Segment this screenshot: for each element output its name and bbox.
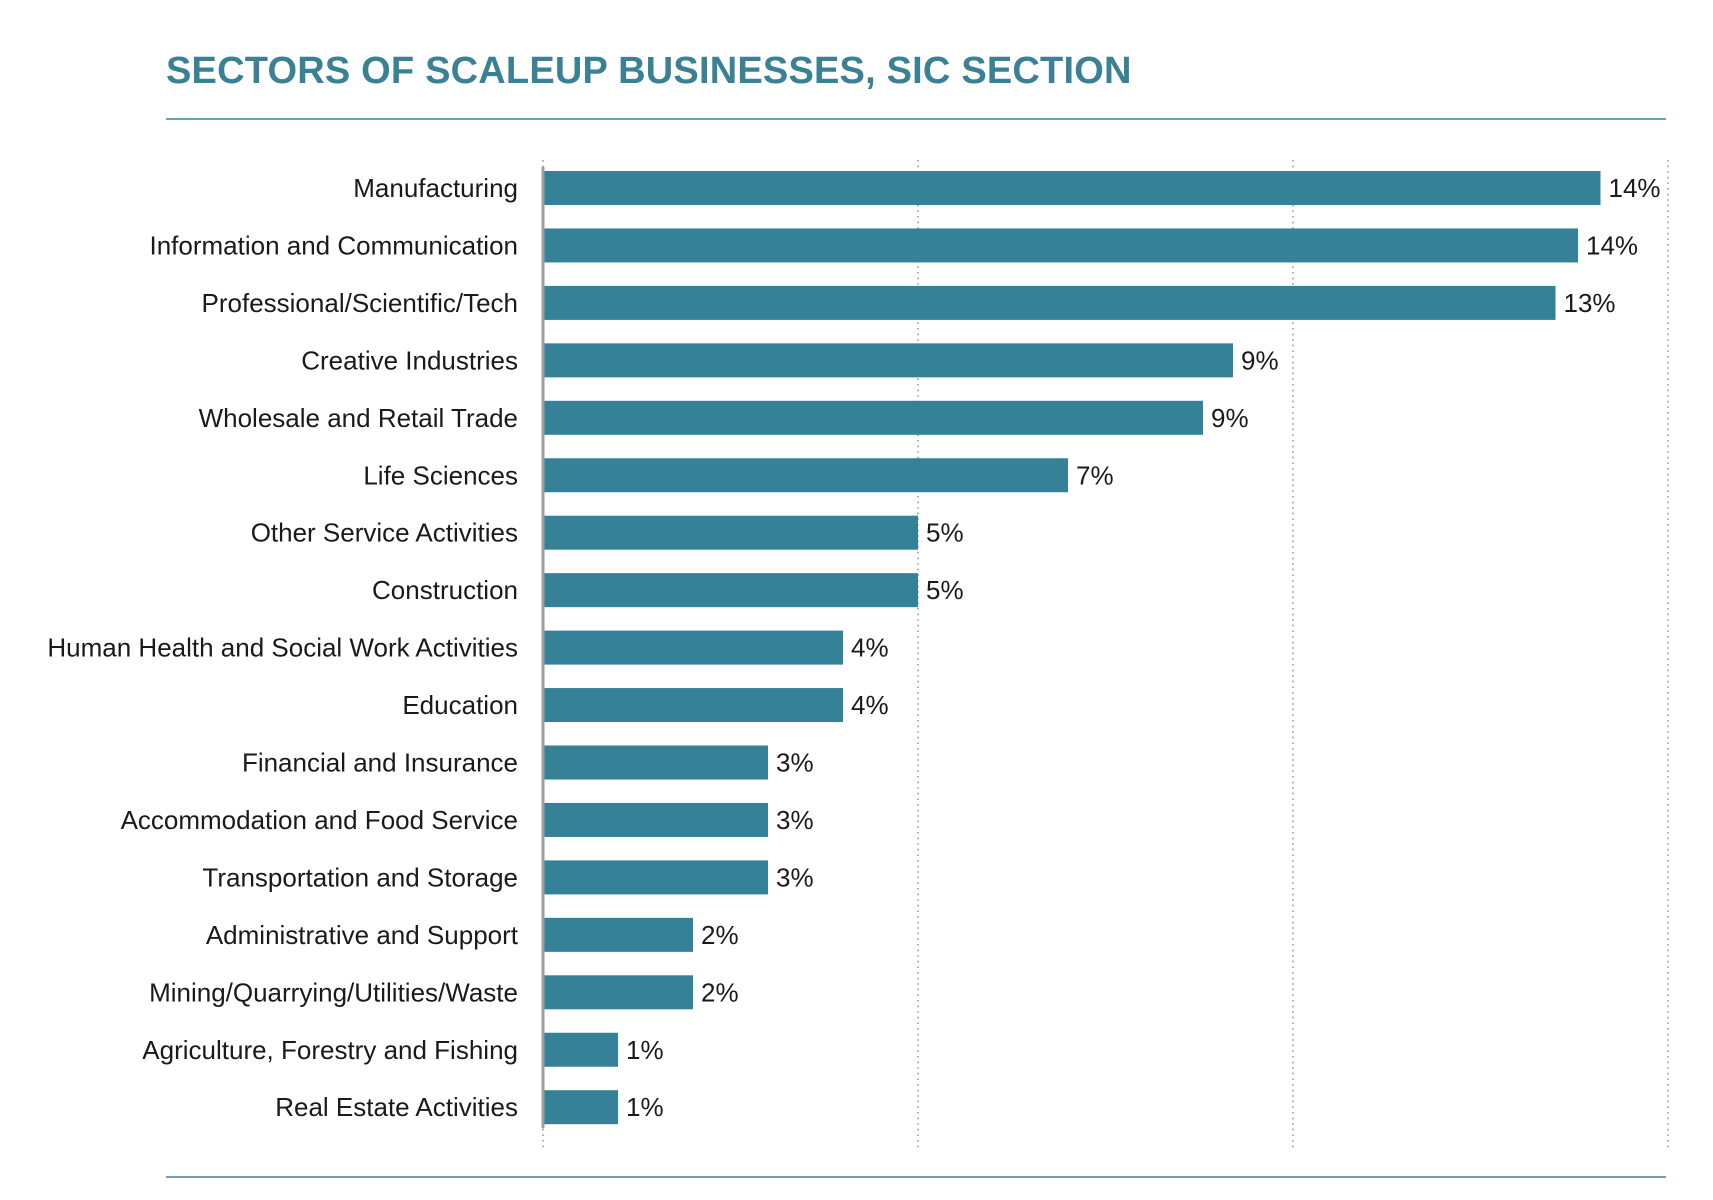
data-label: 2% <box>701 920 739 950</box>
bar <box>544 400 1203 435</box>
data-label: 3% <box>776 805 814 835</box>
category-label: Mining/Quarrying/Utilities/Waste <box>149 977 518 1007</box>
data-label: 7% <box>1076 460 1114 490</box>
bars <box>544 171 1601 1125</box>
category-label: Accommodation and Food Service <box>121 805 518 835</box>
data-label: 4% <box>851 690 889 720</box>
bar <box>544 1090 618 1125</box>
bar <box>544 630 843 665</box>
bar <box>544 917 693 952</box>
bar <box>544 515 918 550</box>
category-label: Professional/Scientific/Tech <box>202 288 518 318</box>
data-label: 5% <box>926 575 964 605</box>
bar <box>544 688 843 723</box>
category-label: Administrative and Support <box>206 920 519 950</box>
category-label: Creative Industries <box>301 345 518 375</box>
category-label: Human Health and Social Work Activities <box>47 633 518 663</box>
bar <box>544 745 768 780</box>
bar <box>544 343 1233 378</box>
data-label: 14% <box>1609 173 1661 203</box>
bar <box>544 573 918 608</box>
category-label: Construction <box>372 575 518 605</box>
data-label: 3% <box>776 748 814 778</box>
data-label: 9% <box>1211 403 1249 433</box>
chart-title: SECTORS OF SCALEUP BUSINESSES, SIC SECTI… <box>166 50 1132 92</box>
category-label: Agriculture, Forestry and Fishing <box>142 1035 518 1065</box>
category-label: Manufacturing <box>353 173 518 203</box>
bar <box>544 860 768 895</box>
bar <box>544 285 1556 320</box>
data-label: 14% <box>1586 230 1638 260</box>
bar <box>544 228 1578 263</box>
value-labels: 14% 14% 13% 9% 9% 7% 5% 5% 4% 4% 3% 3% 3% 2% 2% 1% 1% <box>626 173 1661 1122</box>
bar <box>544 458 1068 493</box>
bar <box>544 1032 618 1067</box>
data-label: 9% <box>1241 345 1279 375</box>
category-labels: Manufacturing Information and Communicati… <box>47 173 518 1122</box>
category-label: Financial and Insurance <box>242 748 518 778</box>
data-label: 1% <box>626 1092 664 1122</box>
bar <box>544 802 768 837</box>
data-label: 3% <box>776 862 814 892</box>
data-label: 4% <box>851 633 889 663</box>
category-label: Wholesale and Retail Trade <box>199 403 518 433</box>
bar <box>544 975 693 1010</box>
bottom-divider <box>166 1176 1666 1178</box>
category-label: Information and Communication <box>149 230 518 260</box>
data-label: 5% <box>926 518 964 548</box>
category-label: Life Sciences <box>363 460 518 490</box>
data-label: 13% <box>1564 288 1616 318</box>
top-divider <box>166 118 1666 120</box>
category-label: Transportation and Storage <box>202 862 518 892</box>
bar <box>544 171 1601 205</box>
category-label: Real Estate Activities <box>275 1092 518 1122</box>
data-label: 2% <box>701 977 739 1007</box>
category-label: Other Service Activities <box>251 518 518 548</box>
category-label: Education <box>402 690 518 720</box>
data-label: 1% <box>626 1035 664 1065</box>
